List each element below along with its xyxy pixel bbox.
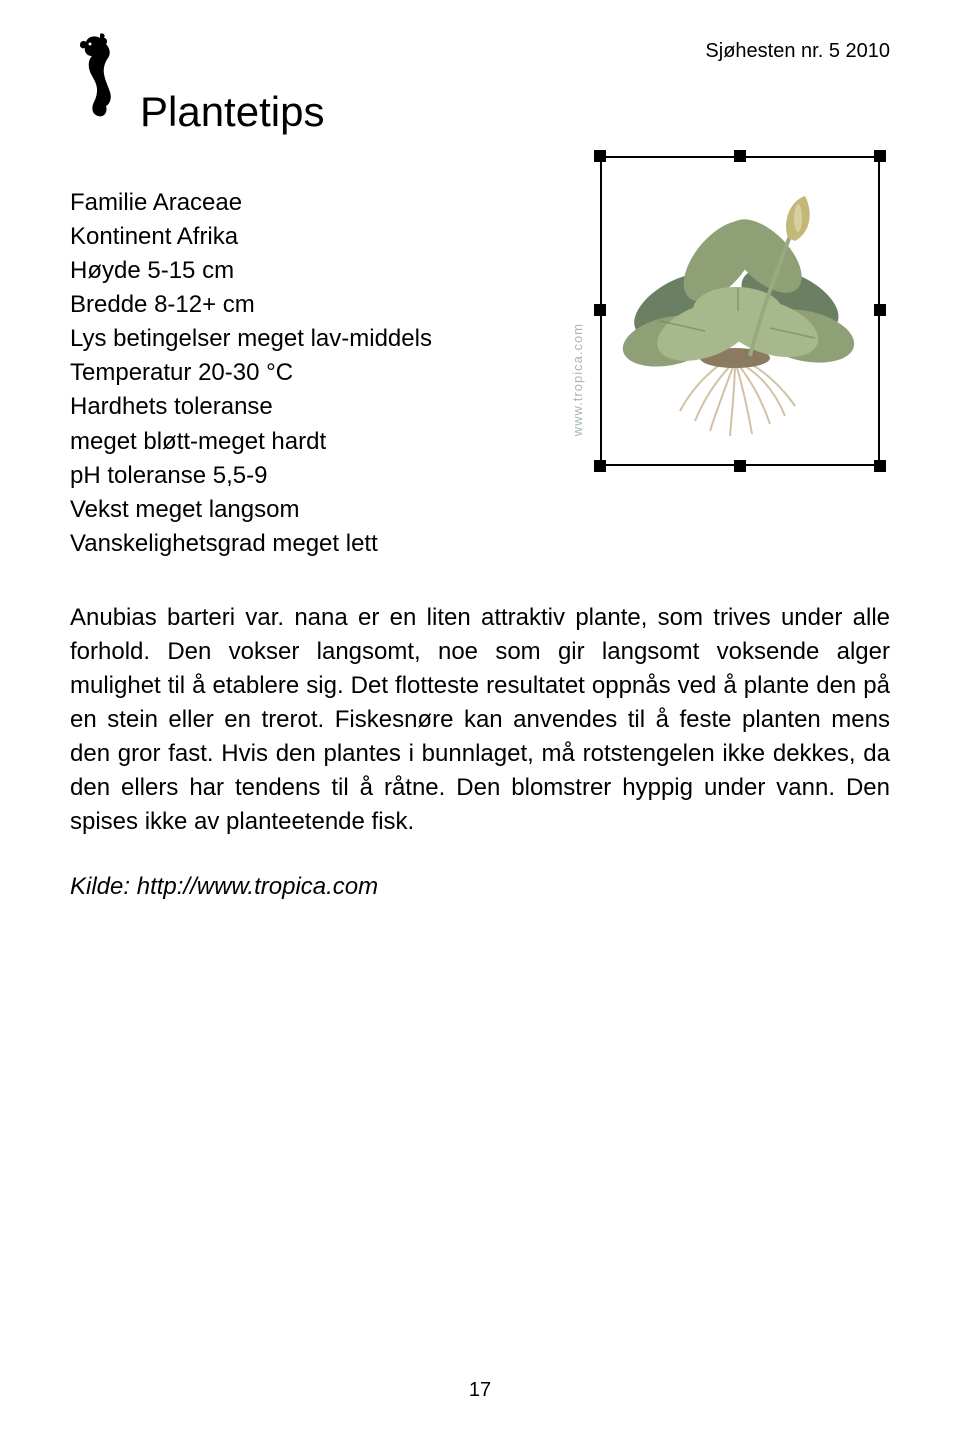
selection-handle [594, 150, 606, 162]
spec-growth: Vekst meget langsom [70, 493, 432, 527]
spec-continent: Kontinent Afrika [70, 220, 432, 254]
plant-illustration [610, 166, 860, 456]
selection-handle [734, 460, 746, 472]
publication-header: Sjøhesten nr. 5 2010 [705, 30, 890, 63]
source-url: http://www.tropica.com [137, 873, 378, 900]
plant-image-container: www.tropica.com [570, 146, 890, 476]
spec-width: Bredde 8-12+ cm [70, 288, 432, 322]
source-label: Kilde: [70, 873, 130, 900]
page-number: 17 [0, 1379, 960, 1402]
page-title: Plantetips [140, 88, 890, 136]
spec-hardness-val: meget bløtt-meget hardt [70, 425, 432, 459]
spec-height: Høyde 5-15 cm [70, 254, 432, 288]
selection-handle [734, 150, 746, 162]
content-row: Familie Araceae Kontinent Afrika Høyde 5… [70, 186, 890, 561]
seahorse-icon [70, 30, 130, 120]
spec-temp: Temperatur 20-30 °C [70, 356, 432, 390]
selection-handle [874, 150, 886, 162]
selection-handle [594, 460, 606, 472]
image-watermark: www.tropica.com [570, 323, 585, 436]
spec-hardness: Hardhets toleranse [70, 390, 432, 424]
spec-difficulty: Vanskelighetsgrad meget lett [70, 527, 432, 561]
selection-handle [594, 304, 606, 316]
body-paragraph: Anubias barteri var. nana er en liten at… [70, 601, 890, 840]
selection-handle [874, 304, 886, 316]
selection-handle [874, 460, 886, 472]
spec-light: Lys betingelser meget lav-middels [70, 322, 432, 356]
specs-block: Familie Araceae Kontinent Afrika Høyde 5… [70, 186, 432, 561]
spec-ph: pH toleranse 5,5-9 [70, 459, 432, 493]
spec-family: Familie Araceae [70, 186, 432, 220]
page: Sjøhesten nr. 5 2010 Plantetips Familie … [0, 0, 960, 1432]
source-line: Kilde: http://www.tropica.com [70, 873, 890, 901]
